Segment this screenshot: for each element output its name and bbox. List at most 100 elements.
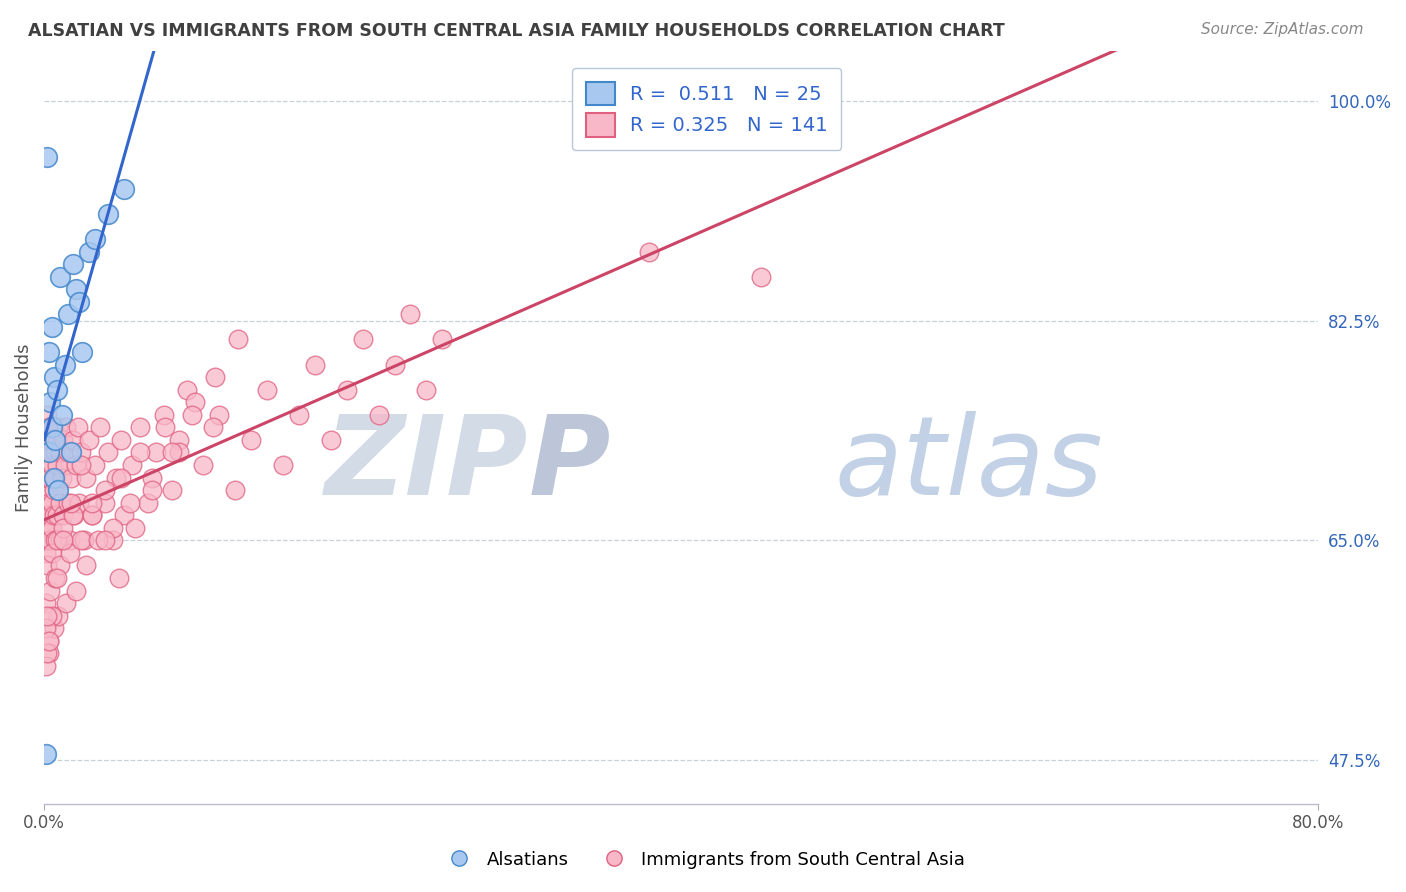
Point — [128, 445, 150, 459]
Point — [42, 508, 65, 523]
Point — [41, 319, 63, 334]
Point — [38, 496, 60, 510]
Point — [84, 458, 107, 472]
Point — [201, 420, 224, 434]
Point — [53, 358, 76, 372]
Point — [271, 458, 294, 472]
Point — [110, 433, 132, 447]
Point — [65, 583, 87, 598]
Point — [152, 408, 174, 422]
Text: ALSATIAN VS IMMIGRANTS FROM SOUTH CENTRAL ASIA FAMILY HOUSEHOLDS CORRELATION CHA: ALSATIAN VS IMMIGRANTS FROM SOUTH CENTRA… — [28, 22, 1005, 40]
Point — [101, 521, 124, 535]
Point — [37, 408, 59, 422]
Point — [42, 621, 65, 635]
Point — [37, 646, 59, 660]
Point — [240, 433, 263, 447]
Point — [37, 483, 59, 497]
Point — [52, 433, 75, 447]
Point — [352, 333, 374, 347]
Point — [60, 496, 83, 510]
Point — [193, 458, 215, 472]
Point — [52, 508, 75, 523]
Point — [42, 370, 65, 384]
Point — [44, 533, 66, 548]
Point — [35, 433, 58, 447]
Point — [37, 445, 59, 459]
Point — [38, 458, 60, 472]
Point — [304, 358, 326, 372]
Point — [87, 533, 110, 548]
Point — [58, 533, 80, 548]
Point — [415, 383, 437, 397]
Point — [97, 445, 120, 459]
Point — [73, 533, 96, 548]
Point — [80, 508, 103, 523]
Point — [49, 558, 72, 573]
Point — [208, 408, 231, 422]
Point — [53, 458, 76, 472]
Point — [110, 470, 132, 484]
Point — [45, 383, 67, 397]
Point — [45, 458, 67, 472]
Point — [63, 508, 86, 523]
Point — [35, 747, 58, 761]
Point — [128, 420, 150, 434]
Y-axis label: Family Households: Family Households — [15, 343, 32, 512]
Point — [60, 470, 83, 484]
Point — [37, 150, 59, 164]
Point — [45, 533, 67, 548]
Point — [288, 408, 311, 422]
Point — [52, 521, 75, 535]
Text: P: P — [529, 411, 610, 518]
Point — [42, 420, 65, 434]
Point — [224, 483, 246, 497]
Point — [153, 420, 176, 434]
Point — [44, 571, 66, 585]
Point — [48, 483, 70, 497]
Point — [101, 533, 124, 548]
Point — [39, 395, 62, 409]
Point — [80, 508, 103, 523]
Point — [48, 483, 70, 497]
Point — [65, 282, 87, 296]
Point — [62, 508, 84, 523]
Point — [169, 445, 191, 459]
Point — [41, 458, 63, 472]
Point — [367, 408, 389, 422]
Point — [62, 433, 84, 447]
Legend: R =  0.511   N = 25, R = 0.325   N = 141: R = 0.511 N = 25, R = 0.325 N = 141 — [572, 68, 841, 151]
Point — [176, 383, 198, 397]
Point — [49, 533, 72, 548]
Point — [49, 269, 72, 284]
Point — [336, 383, 359, 397]
Point — [67, 496, 90, 510]
Point — [38, 521, 60, 535]
Point — [55, 420, 77, 434]
Point — [41, 546, 63, 560]
Point — [39, 508, 62, 523]
Point — [42, 483, 65, 497]
Point — [35, 596, 58, 610]
Point — [89, 420, 111, 434]
Point — [60, 445, 83, 459]
Point — [93, 483, 115, 497]
Point — [39, 445, 62, 459]
Point — [72, 345, 94, 359]
Point — [77, 433, 100, 447]
Point — [38, 646, 60, 660]
Point — [39, 583, 62, 598]
Point — [35, 521, 58, 535]
Point — [45, 433, 67, 447]
Point — [37, 470, 59, 484]
Point — [169, 433, 191, 447]
Point — [84, 232, 107, 246]
Point — [62, 257, 84, 271]
Point — [319, 433, 342, 447]
Point — [38, 433, 60, 447]
Point — [184, 395, 207, 409]
Point — [38, 420, 60, 434]
Point — [160, 445, 183, 459]
Point — [108, 571, 131, 585]
Point — [35, 458, 58, 472]
Text: atlas: atlas — [834, 411, 1102, 518]
